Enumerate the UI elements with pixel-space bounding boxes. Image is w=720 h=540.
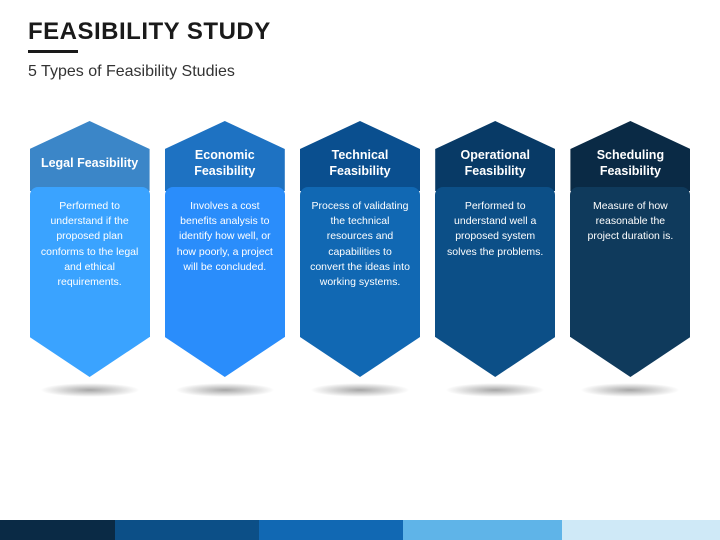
card-shadow [175, 383, 275, 397]
card-body: Performed to understand if the proposed … [30, 187, 150, 337]
card-body: Involves a cost benefits analysis to ide… [165, 187, 285, 337]
card-body-wrap: Process of validating the technical reso… [300, 191, 420, 341]
card-label: Legal Feasibility [41, 156, 138, 172]
card-body: Performed to understand well a proposed … [435, 187, 555, 337]
footer-segment [259, 520, 403, 540]
card-label: Technical Feasibility [308, 148, 412, 179]
page-title: FEASIBILITY STUDY [28, 18, 692, 46]
footer-segment [403, 520, 561, 540]
header: FEASIBILITY STUDY 5 Types of Feasibility… [0, 0, 720, 81]
footer-segment [562, 520, 720, 540]
footer-segment [115, 520, 259, 540]
card-body: Process of validating the technical reso… [300, 187, 420, 337]
card-shadow [445, 383, 545, 397]
card-bottom-hex [435, 337, 555, 377]
feasibility-card: Scheduling Feasibility Measure of how rea… [569, 121, 692, 397]
footer-segment [0, 520, 115, 540]
card-body-wrap: Performed to understand if the proposed … [30, 191, 150, 341]
card-body-wrap: Involves a cost benefits analysis to ide… [165, 191, 285, 341]
card-bottom-hex [570, 337, 690, 377]
card-bottom-hex [300, 337, 420, 377]
footer-bar [0, 520, 720, 540]
card-header-hex: Legal Feasibility [30, 121, 150, 191]
feasibility-card: Operational Feasibility Performed to unde… [434, 121, 557, 397]
card-shadow [580, 383, 680, 397]
page-subtitle: 5 Types of Feasibility Studies [28, 63, 692, 81]
card-shadow [310, 383, 410, 397]
card-header-hex: Operational Feasibility [435, 121, 555, 191]
card-bottom-hex [165, 337, 285, 377]
feasibility-card: Legal Feasibility Performed to understand… [28, 121, 151, 397]
card-body: Measure of how reasonable the project du… [570, 187, 690, 337]
card-header-hex: Scheduling Feasibility [570, 121, 690, 191]
card-shadow [40, 383, 140, 397]
card-label: Economic Feasibility [173, 148, 277, 179]
card-label: Scheduling Feasibility [578, 148, 682, 179]
card-label: Operational Feasibility [443, 148, 547, 179]
card-header-hex: Technical Feasibility [300, 121, 420, 191]
card-body-wrap: Performed to understand well a proposed … [435, 191, 555, 341]
feasibility-card: Technical Feasibility Process of validati… [298, 121, 421, 397]
card-bottom-hex [30, 337, 150, 377]
cards-row: Legal Feasibility Performed to understand… [0, 81, 720, 397]
card-header-hex: Economic Feasibility [165, 121, 285, 191]
feasibility-card: Economic Feasibility Involves a cost bene… [163, 121, 286, 397]
title-underline [28, 50, 78, 53]
card-body-wrap: Measure of how reasonable the project du… [570, 191, 690, 341]
